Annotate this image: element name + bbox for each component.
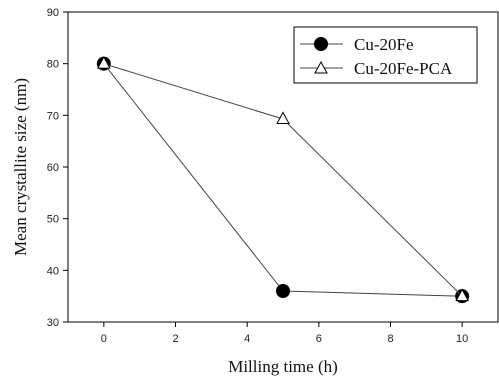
x-axis-title: Milling time (h): [228, 357, 338, 376]
legend: Cu-20Fe Cu-20Fe-PCA: [293, 26, 478, 84]
series-layer: [96, 56, 470, 304]
legend-marker-cu20fe: [314, 37, 328, 51]
x-tick-label: 2: [172, 333, 178, 345]
x-tick-label: 4: [244, 333, 250, 345]
x-axis-ticks: 0 2 4 6 8 10: [101, 322, 468, 345]
series-line: [103, 63, 463, 297]
data-point-triangle: [96, 56, 111, 69]
y-tick-label: 30: [47, 317, 59, 329]
data-point-triangle: [455, 288, 470, 302]
y-tick-label: 50: [47, 214, 59, 226]
y-tick-label: 80: [47, 59, 59, 71]
series-line: [103, 63, 463, 297]
x-tick-label: 6: [316, 333, 322, 345]
y-tick-label: 60: [47, 162, 59, 174]
x-tick-label: 0: [101, 333, 107, 345]
data-point-triangle: [276, 111, 290, 124]
y-axis-title: Mean crystallite size (nm): [11, 78, 30, 256]
series-cu20fe: [96, 56, 470, 304]
x-tick-label: 10: [456, 333, 468, 345]
legend-label-cu20fe-pca: Cu-20Fe-PCA: [354, 59, 453, 78]
legend-label-cu20fe: Cu-20Fe: [354, 35, 414, 54]
y-tick-label: 40: [47, 265, 59, 277]
y-tick-label: 70: [47, 110, 59, 122]
legend-box: [293, 26, 478, 84]
series-cu20fe-pca: [96, 56, 470, 302]
legend-marker-cu20fe-pca: [314, 60, 328, 74]
y-axis-ticks: 30 40 50 60 70 80 90: [47, 7, 68, 329]
y-tick-label: 90: [47, 7, 59, 19]
x-tick-label: 8: [387, 333, 393, 345]
data-point-circle: [276, 284, 290, 298]
